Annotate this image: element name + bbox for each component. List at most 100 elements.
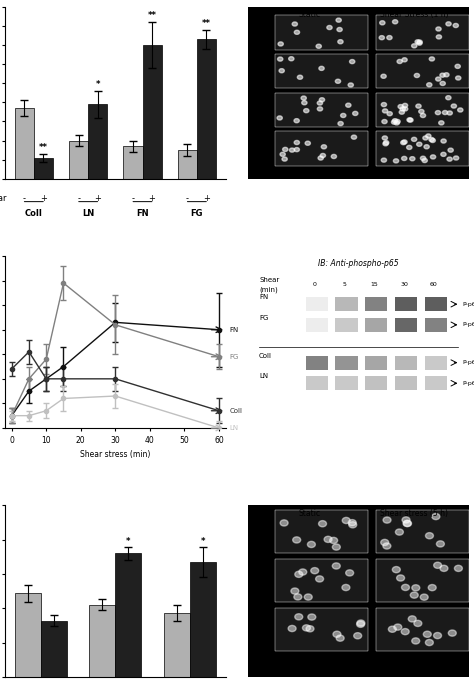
Circle shape xyxy=(454,156,459,160)
Circle shape xyxy=(411,44,417,48)
Circle shape xyxy=(332,544,340,550)
Bar xyxy=(34,158,53,179)
Circle shape xyxy=(427,83,432,87)
Circle shape xyxy=(430,138,436,142)
Circle shape xyxy=(297,75,303,79)
Circle shape xyxy=(448,148,453,153)
Circle shape xyxy=(435,111,441,115)
Circle shape xyxy=(299,569,307,575)
Circle shape xyxy=(457,108,463,112)
Circle shape xyxy=(397,60,402,64)
Text: FN: FN xyxy=(229,327,238,332)
Circle shape xyxy=(383,543,391,549)
Bar xyxy=(274,560,367,603)
Circle shape xyxy=(383,517,391,523)
Circle shape xyxy=(392,120,397,124)
Circle shape xyxy=(419,109,424,114)
Text: **: ** xyxy=(147,11,156,21)
Circle shape xyxy=(305,141,310,145)
Text: +: + xyxy=(40,194,47,203)
Bar xyxy=(41,621,67,677)
Circle shape xyxy=(304,109,309,113)
Bar xyxy=(164,614,190,677)
Bar xyxy=(124,146,143,179)
Circle shape xyxy=(410,592,418,598)
Text: FG: FG xyxy=(191,209,203,218)
Circle shape xyxy=(317,101,322,105)
Circle shape xyxy=(446,96,451,100)
Bar xyxy=(15,108,34,179)
Circle shape xyxy=(294,30,300,34)
Text: LN: LN xyxy=(229,425,238,431)
Text: Coll: Coll xyxy=(25,209,43,218)
Circle shape xyxy=(301,96,306,100)
Text: FN: FN xyxy=(250,577,260,586)
Circle shape xyxy=(403,521,411,527)
Bar xyxy=(15,593,41,677)
Circle shape xyxy=(438,121,444,125)
Circle shape xyxy=(308,541,315,547)
Circle shape xyxy=(357,620,365,626)
Circle shape xyxy=(319,521,327,527)
Circle shape xyxy=(432,514,440,520)
Circle shape xyxy=(426,134,431,138)
Text: P-p65: P-p65 xyxy=(463,322,474,328)
Circle shape xyxy=(395,120,400,124)
Bar xyxy=(115,553,141,677)
Circle shape xyxy=(392,20,398,24)
Circle shape xyxy=(434,562,442,568)
Circle shape xyxy=(319,66,324,70)
Circle shape xyxy=(447,157,452,161)
Circle shape xyxy=(436,35,442,39)
Circle shape xyxy=(324,536,332,542)
Text: *: * xyxy=(201,537,205,546)
Circle shape xyxy=(383,142,388,146)
Circle shape xyxy=(335,79,341,83)
Circle shape xyxy=(411,137,417,142)
Text: FG: FG xyxy=(259,315,268,321)
Circle shape xyxy=(381,158,386,162)
Circle shape xyxy=(436,27,441,31)
Text: -: - xyxy=(186,194,189,203)
Circle shape xyxy=(316,576,324,582)
Circle shape xyxy=(412,585,420,591)
Circle shape xyxy=(289,57,294,61)
Circle shape xyxy=(415,40,420,44)
Text: 0: 0 xyxy=(312,282,316,287)
Circle shape xyxy=(383,109,388,113)
Text: Static: Static xyxy=(299,10,321,19)
Text: IB: Anti-phospho-p65: IB: Anti-phospho-p65 xyxy=(319,259,399,269)
Circle shape xyxy=(392,566,400,573)
Circle shape xyxy=(342,584,350,590)
Circle shape xyxy=(455,64,460,68)
Circle shape xyxy=(349,60,355,64)
Circle shape xyxy=(398,105,403,109)
Circle shape xyxy=(440,81,446,86)
Text: P-p65: P-p65 xyxy=(463,302,474,306)
Bar xyxy=(425,376,447,390)
Text: +: + xyxy=(94,194,101,203)
Circle shape xyxy=(448,630,456,636)
Circle shape xyxy=(416,104,421,108)
Bar xyxy=(376,560,469,603)
Circle shape xyxy=(429,57,435,61)
Bar xyxy=(336,356,357,369)
Bar xyxy=(306,376,328,390)
Bar xyxy=(376,93,469,127)
Text: LN: LN xyxy=(250,64,260,73)
Circle shape xyxy=(306,626,314,632)
Bar xyxy=(425,298,447,311)
X-axis label: Shear stress (min): Shear stress (min) xyxy=(80,450,151,459)
Circle shape xyxy=(279,68,284,73)
Circle shape xyxy=(422,159,428,163)
Text: **: ** xyxy=(39,143,48,152)
Bar xyxy=(274,510,367,553)
Bar xyxy=(306,298,328,311)
Circle shape xyxy=(291,588,299,594)
Circle shape xyxy=(308,614,316,620)
Text: P-p65: P-p65 xyxy=(463,360,474,365)
Circle shape xyxy=(441,153,446,157)
Circle shape xyxy=(290,148,295,152)
Circle shape xyxy=(293,537,301,543)
Circle shape xyxy=(423,136,428,140)
